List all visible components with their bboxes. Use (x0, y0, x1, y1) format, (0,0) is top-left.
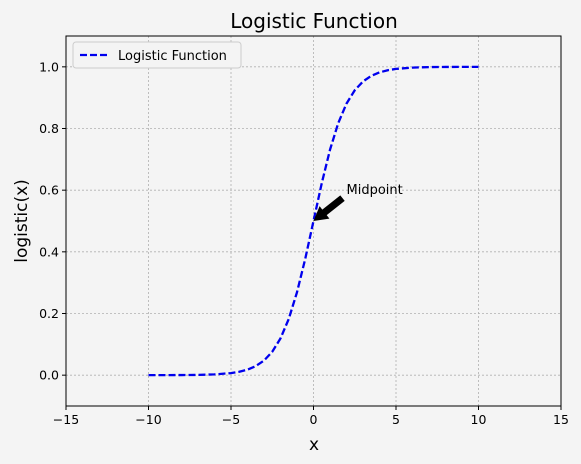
x-tick-label: 10 (471, 412, 487, 427)
y-tick-label: 0.0 (39, 368, 59, 383)
series-line (148, 65, 479, 377)
legend: Logistic Function (72, 41, 242, 69)
legend-label: Logistic Function (118, 49, 227, 64)
y-tick-label: 0.4 (39, 244, 59, 259)
y-tick-label: 0.2 (39, 306, 59, 321)
x-tick-label: −5 (222, 412, 240, 427)
x-tick-label: 5 (392, 412, 400, 427)
y-tick-label: 1.0 (39, 59, 59, 74)
chart-title: Logistic Function (230, 9, 398, 33)
x-axis-label: x (309, 435, 319, 455)
midpoint-annotation: Midpoint (313, 183, 403, 221)
x-tick-label: 0 (310, 412, 318, 427)
legend-box (72, 41, 242, 69)
annotation-arrow (313, 195, 345, 221)
y-tick-label: 0.8 (39, 121, 59, 136)
y-tick-label: 0.6 (39, 183, 59, 198)
x-tick-label: −15 (53, 412, 79, 427)
series-group (148, 65, 479, 377)
x-axis-ticks: −15 −10 −5 0 5 10 15 (53, 406, 569, 427)
x-tick-label: −10 (135, 412, 161, 427)
y-axis-label: logistic(x) (12, 179, 32, 263)
y-axis-ticks: 0.0 0.2 0.4 0.6 0.8 1.0 (39, 59, 66, 383)
x-tick-label: 15 (553, 412, 569, 427)
annotation-label: Midpoint (347, 183, 403, 198)
